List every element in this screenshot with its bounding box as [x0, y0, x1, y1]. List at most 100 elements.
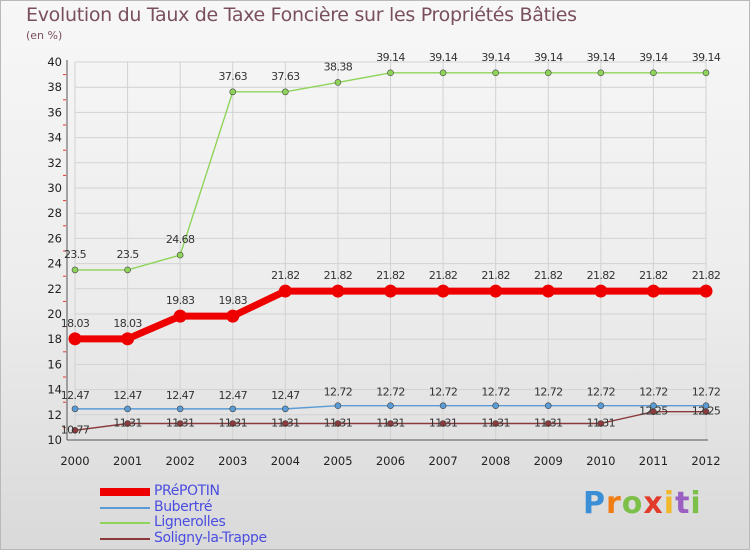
data-point	[387, 420, 394, 427]
data-label: 21.82	[534, 269, 563, 282]
legend-swatch	[100, 522, 150, 524]
data-label: 19.83	[219, 294, 248, 307]
data-label: 23.5	[117, 248, 140, 261]
data-label: 37.63	[219, 70, 248, 83]
series-0	[68, 284, 713, 346]
y-tick-label: 30	[47, 181, 62, 195]
data-label: 39.14	[587, 51, 616, 64]
data-point	[334, 402, 342, 410]
proxiti-logo: Proxiti	[583, 486, 702, 521]
y-tick-label: 16	[47, 357, 62, 371]
data-label: 38.38	[324, 60, 353, 73]
data-point	[594, 284, 608, 298]
x-tick-label: 2001	[113, 454, 142, 468]
data-label: 39.14	[639, 51, 668, 64]
data-label: 11.31	[376, 416, 405, 429]
logo-letter: r	[606, 486, 622, 521]
data-point	[436, 284, 450, 298]
data-label: 11.31	[429, 416, 458, 429]
x-tick-label: 2012	[691, 454, 720, 468]
data-label: 11.31	[166, 416, 195, 429]
logo-letter: P	[583, 486, 606, 521]
data-label: 23.5	[64, 248, 87, 261]
x-tick-label: 2010	[586, 454, 615, 468]
data-label: 19.83	[166, 294, 195, 307]
data-point	[439, 69, 447, 77]
data-point	[702, 69, 710, 77]
data-label: 12.47	[61, 389, 90, 402]
data-label: 39.14	[429, 51, 458, 64]
data-point	[176, 251, 184, 259]
data-point	[282, 405, 289, 413]
data-label: 12.72	[587, 386, 616, 399]
data-point	[282, 88, 289, 96]
data-label: 21.82	[481, 269, 510, 282]
legend-label: Soligny-la-Trappe	[154, 529, 267, 546]
y-tick-label: 38	[47, 80, 62, 94]
y-tick-label: 10	[47, 433, 62, 447]
data-point	[229, 420, 237, 427]
data-point	[226, 309, 240, 323]
y-tick-label: 40	[47, 55, 62, 69]
y-tick-label: 34	[47, 131, 62, 145]
data-label: 39.14	[534, 51, 563, 64]
y-tick-label: 28	[47, 206, 62, 220]
data-point	[176, 420, 184, 427]
data-point	[331, 284, 345, 298]
data-label: 12.72	[429, 386, 458, 399]
data-point	[173, 309, 187, 323]
data-label: 12.47	[219, 389, 248, 402]
logo-letter: t	[675, 486, 691, 521]
logo-letter: x	[643, 486, 664, 521]
x-tick-label: 2008	[481, 454, 510, 468]
data-point	[121, 332, 135, 346]
legend-swatch	[100, 506, 150, 509]
series-layer	[68, 69, 713, 434]
data-label: 39.14	[376, 51, 405, 64]
x-tick-label: 2005	[323, 454, 352, 468]
data-label: 37.63	[271, 70, 300, 83]
data-point	[650, 402, 657, 410]
data-label: 21.82	[639, 269, 668, 282]
data-label: 12.72	[324, 386, 353, 399]
grid-lines	[74, 61, 707, 441]
data-label: 11.31	[481, 416, 510, 429]
data-point	[124, 405, 131, 413]
legend-swatch	[100, 537, 150, 540]
data-label: 12.72	[376, 386, 405, 399]
data-label: 11.31	[324, 416, 353, 429]
y-tick-label: 22	[47, 282, 62, 296]
data-point	[278, 284, 292, 298]
data-label: 18.03	[61, 317, 90, 330]
data-point	[334, 420, 342, 427]
y-tick-label: 20	[47, 307, 62, 321]
data-point	[650, 69, 657, 77]
data-label: 21.82	[324, 269, 353, 282]
data-label: 24.68	[166, 233, 195, 246]
series-2	[71, 69, 710, 274]
data-point	[544, 69, 552, 77]
data-point	[646, 284, 660, 298]
x-tick-label: 2007	[428, 454, 457, 468]
data-label: 12.25	[692, 405, 721, 418]
data-point	[71, 426, 79, 434]
data-point	[229, 405, 237, 413]
data-point	[384, 284, 397, 298]
data-label: 11.31	[219, 416, 248, 429]
data-point	[492, 69, 499, 77]
data-label: 21.82	[429, 269, 458, 282]
data-point	[597, 420, 605, 427]
legend-label: Bubertré	[154, 498, 213, 515]
data-point	[229, 88, 237, 96]
data-label: 12.72	[639, 386, 668, 399]
data-point	[544, 420, 552, 427]
legend-label: PRéPOTIN	[154, 483, 220, 499]
x-tick-label: 2011	[639, 454, 668, 468]
data-label: 21.82	[692, 269, 721, 282]
data-label: 10.77	[61, 423, 90, 436]
data-point	[71, 405, 79, 413]
data-point	[334, 79, 342, 86]
data-point	[492, 402, 499, 410]
logo-letter: i	[663, 486, 676, 521]
